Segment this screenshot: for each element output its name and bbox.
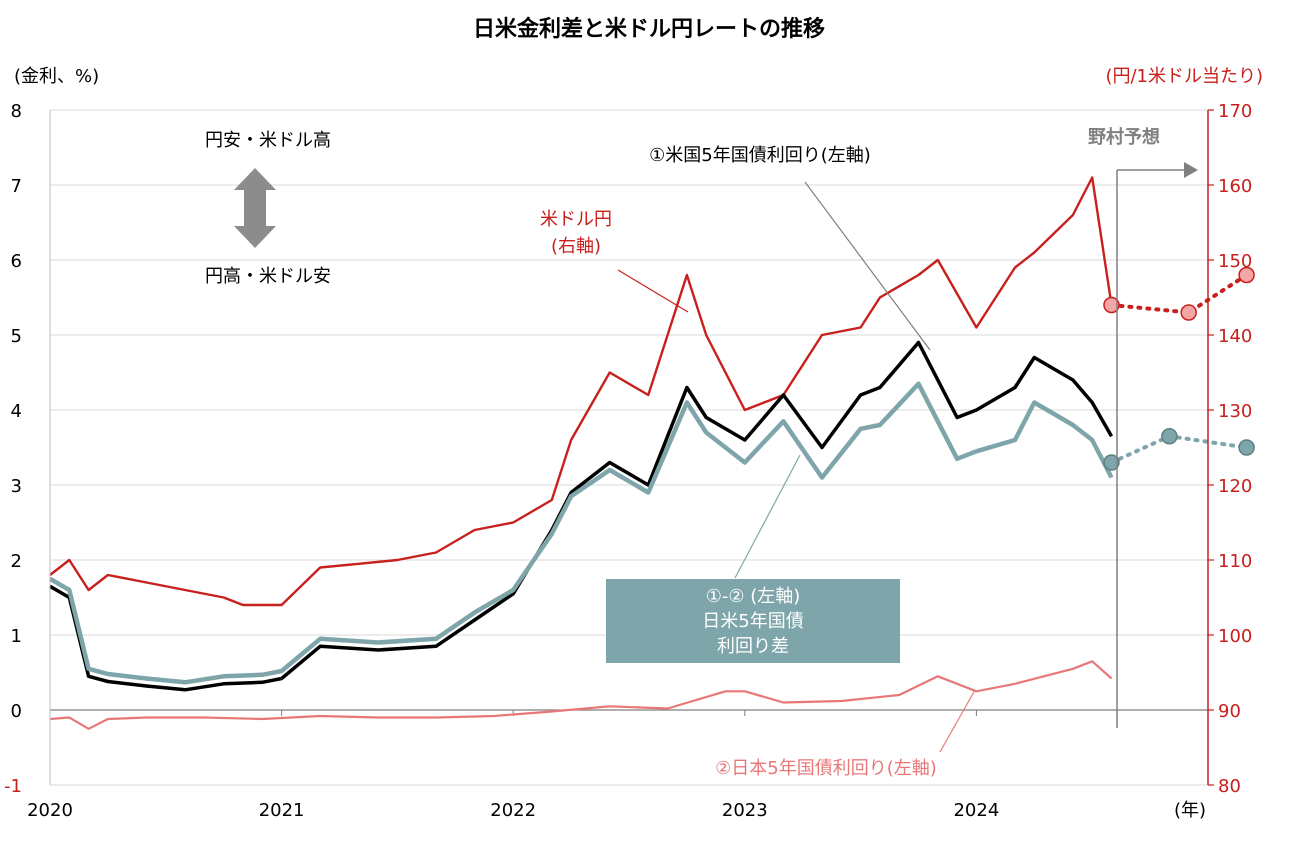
left-tick-label: 4 <box>11 401 22 422</box>
right-tick-label: 130 <box>1218 401 1252 422</box>
jp5y-label: ②日本5年国債利回り(左軸) <box>715 758 937 779</box>
series-line-us5y <box>49 340 1114 692</box>
right-tick-label: 90 <box>1218 701 1241 722</box>
left-tick-label: 7 <box>11 176 22 197</box>
left-tick-label: 0 <box>11 701 22 722</box>
right-tick-label: 80 <box>1218 776 1241 797</box>
us5y-label: ①米国5年国債利回り(左軸) <box>649 145 871 166</box>
series-line-usdjpy <box>49 176 1113 607</box>
right-tick-label: 160 <box>1218 176 1252 197</box>
gridlines <box>50 109 1208 786</box>
forecast-point-spread <box>1161 428 1178 445</box>
chart-title: 日米金利差と米ドル円レートの推移 <box>473 16 825 42</box>
spread-label-line2: 日米5年国債 <box>702 611 803 632</box>
usdjpy-label-line1: 米ドル円 <box>540 209 612 230</box>
series-line-jp5y <box>49 660 1113 730</box>
left-tick-label: 3 <box>11 476 22 497</box>
right-axis-unit: (円/1米ドル当たり) <box>1105 66 1263 87</box>
left-tick-label: 2 <box>11 551 22 572</box>
spread-leader-line <box>734 454 801 579</box>
right-tick-label: 120 <box>1218 476 1252 497</box>
us5y-leader-line <box>804 181 931 351</box>
series-layer <box>48 176 1114 730</box>
forecast-label: 野村予想 <box>1088 126 1160 148</box>
forecast-arrowhead-icon <box>1184 162 1198 178</box>
forecast-point-spread <box>1103 454 1120 471</box>
series-line-spread <box>48 381 1114 685</box>
x-axis-ticks: 2020 2021 2022 2023 2024 <box>27 710 999 821</box>
forecast-line-usdjpy <box>1109 273 1249 315</box>
usdjpy-label-line2: (右軸) <box>551 236 601 257</box>
forecast-point-usdjpy <box>1103 296 1120 314</box>
left-tick-label: 1 <box>11 626 22 647</box>
left-tick-label: 5 <box>11 326 22 347</box>
x-tick-label: 2022 <box>490 800 536 821</box>
left-axis-ticks: -1 0 1 2 3 4 5 6 7 8 <box>4 101 22 797</box>
forecast-point-usdjpy <box>1238 266 1255 284</box>
usdjpy-leader-line <box>617 269 689 313</box>
right-axis-ticks: 80 90 100 110 120 130 140 150 160 170 <box>1208 101 1252 797</box>
legend-up-label: 円安・米ドル高 <box>205 130 331 151</box>
x-tick-label: 2024 <box>953 800 999 821</box>
left-axis-unit: (金利、%) <box>14 66 99 87</box>
right-tick-label: 170 <box>1218 101 1252 122</box>
forecast-layer <box>1103 266 1255 471</box>
jp5y-leader-line <box>939 689 976 753</box>
spread-label-line3: 利回り差 <box>717 636 789 657</box>
right-tick-label: 100 <box>1218 626 1252 647</box>
right-tick-label: 140 <box>1218 326 1252 347</box>
x-tick-label: 2021 <box>259 800 305 821</box>
double-arrow-icon <box>234 168 276 248</box>
x-axis-unit: (年) <box>1174 800 1206 821</box>
legend-down-label: 円高・米ドル安 <box>205 266 331 287</box>
x-tick-label: 2020 <box>27 800 73 821</box>
left-tick-label: 6 <box>11 251 22 272</box>
forecast-point-usdjpy <box>1180 304 1197 321</box>
forecast-line-spread <box>1109 434 1249 465</box>
x-tick-label: 2023 <box>722 800 768 821</box>
left-tick-label: 8 <box>11 101 22 122</box>
forecast-point-spread <box>1238 439 1255 456</box>
left-tick-label: -1 <box>4 776 22 797</box>
right-tick-label: 110 <box>1218 551 1252 572</box>
spread-label-box <box>606 579 900 663</box>
right-tick-label: 150 <box>1218 251 1252 272</box>
spread-label-line1: ①-② (左軸) <box>706 586 801 607</box>
